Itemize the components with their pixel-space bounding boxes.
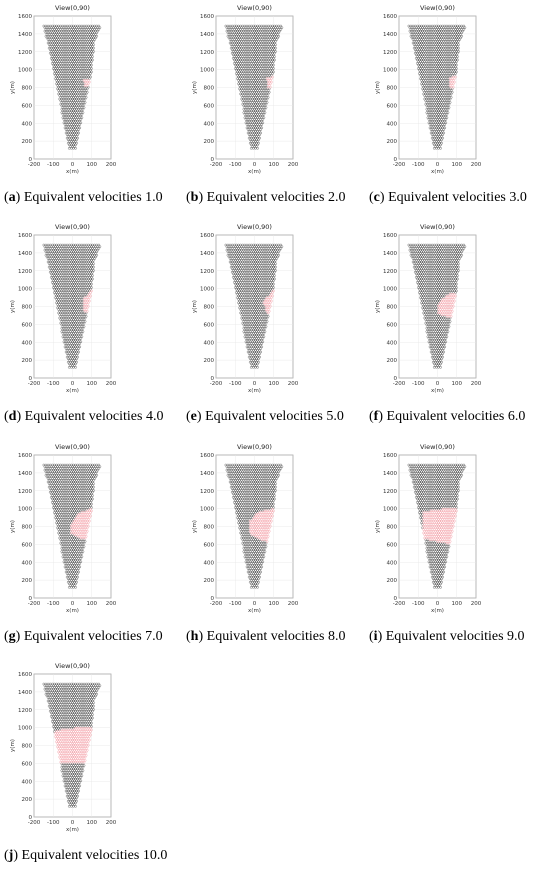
y-tick-label: 600 [204,103,215,109]
y-tick-label: 600 [22,103,33,109]
y-axis-label: y(m) [192,300,198,313]
x-tick-label: 0 [253,381,257,387]
panel-letter: a [9,190,16,205]
y-tick-label: 1400 [200,251,214,257]
x-axis-label: x(m) [66,169,79,175]
y-tick-label: 1600 [18,233,32,239]
y-tick-label: 1600 [200,233,214,239]
x-tick-label: 100 [452,162,463,168]
y-tick-label: 800 [204,86,215,92]
plot-title: View(0,90) [420,4,455,12]
y-tick-label: 1200 [200,50,214,56]
y-tick-label: 1200 [18,50,32,56]
y-tick-label: 1200 [200,269,214,275]
y-tick-label: 400 [22,340,33,346]
y-axis-label: y(m) [192,81,198,94]
y-tick-label: 0 [211,157,215,163]
x-axis-label: x(m) [66,388,79,394]
x-axis-label: x(m) [431,169,444,175]
y-tick-label: 400 [387,121,398,127]
caption-text: Equivalent velocities 2.0 [207,190,346,205]
y-tick-label: 200 [387,139,398,145]
y-tick-label: 400 [22,121,33,127]
y-tick-label: 1400 [200,32,214,38]
x-tick-label: 100 [269,162,280,168]
x-tick-label: 100 [87,162,98,168]
caption-text: Equivalent velocities 4.0 [25,409,164,424]
caption-text: Equivalent velocities 1.0 [24,190,163,205]
x-tick-label: 100 [269,381,280,387]
y-tick-label: 1000 [200,68,214,74]
y-tick-label: 200 [204,139,215,145]
x-tick-label: -100 [412,162,425,168]
x-tick-label: -100 [229,162,242,168]
y-tick-label: 600 [387,103,398,109]
y-tick-label: 1600 [383,14,397,20]
caption-text: Equivalent velocities 3.0 [388,190,527,205]
y-tick-label: 1000 [383,68,397,74]
x-tick-label: 200 [288,162,299,168]
x-tick-label: 0 [71,381,75,387]
y-tick-label: 800 [22,86,33,92]
y-tick-label: 0 [29,376,33,382]
y-tick-label: 1200 [383,50,397,56]
x-tick-label: 0 [253,162,257,168]
y-tick-label: 1000 [18,68,32,74]
y-tick-label: 1600 [18,14,32,20]
panel-caption: (a) Equivalent velocities 1.0 [4,190,204,206]
x-tick-label: -100 [47,381,60,387]
y-tick-label: 1200 [18,269,32,275]
y-tick-label: 600 [204,322,215,328]
plot-title: View(0,90) [55,4,90,12]
y-axis-label: y(m) [375,81,381,94]
y-tick-label: 800 [22,305,33,311]
y-tick-label: 200 [22,139,33,145]
y-tick-label: 400 [204,340,215,346]
x-tick-label: -100 [229,381,242,387]
y-tick-label: 1400 [18,251,32,257]
plot-title: View(0,90) [237,4,272,12]
y-axis-label: y(m) [10,81,16,94]
y-tick-label: 0 [29,157,33,163]
panel-caption: (c) Equivalent velocities 3.0 [369,190,550,206]
y-tick-label: 1400 [383,32,397,38]
plot-title: View(0,90) [237,223,272,231]
x-tick-label: -100 [47,162,60,168]
y-tick-label: 200 [22,358,33,364]
y-tick-label: 0 [211,376,215,382]
y-axis-label: y(m) [10,300,16,313]
panel-caption: (b) Equivalent velocities 2.0 [186,190,386,206]
x-tick-label: 0 [71,162,75,168]
x-tick-label: 200 [106,381,117,387]
x-tick-label: 200 [288,381,299,387]
x-tick-label: 0 [436,162,440,168]
x-tick-label: 200 [106,162,117,168]
y-tick-label: 800 [387,86,398,92]
y-tick-label: 200 [204,358,215,364]
y-tick-label: 400 [204,121,215,127]
y-tick-label: 1600 [200,14,214,20]
x-axis-label: x(m) [248,169,261,175]
y-tick-label: 800 [204,305,215,311]
y-tick-label: 0 [394,157,398,163]
y-tick-label: 600 [22,322,33,328]
x-axis-label: x(m) [248,388,261,394]
panel-caption: (d) Equivalent velocities 4.0 [4,409,204,425]
y-tick-label: 1000 [18,287,32,293]
y-tick-label: 1400 [18,32,32,38]
x-tick-label: 100 [87,381,98,387]
plot-title: View(0,90) [55,223,90,231]
x-tick-label: 200 [471,162,482,168]
y-tick-label: 1000 [200,287,214,293]
